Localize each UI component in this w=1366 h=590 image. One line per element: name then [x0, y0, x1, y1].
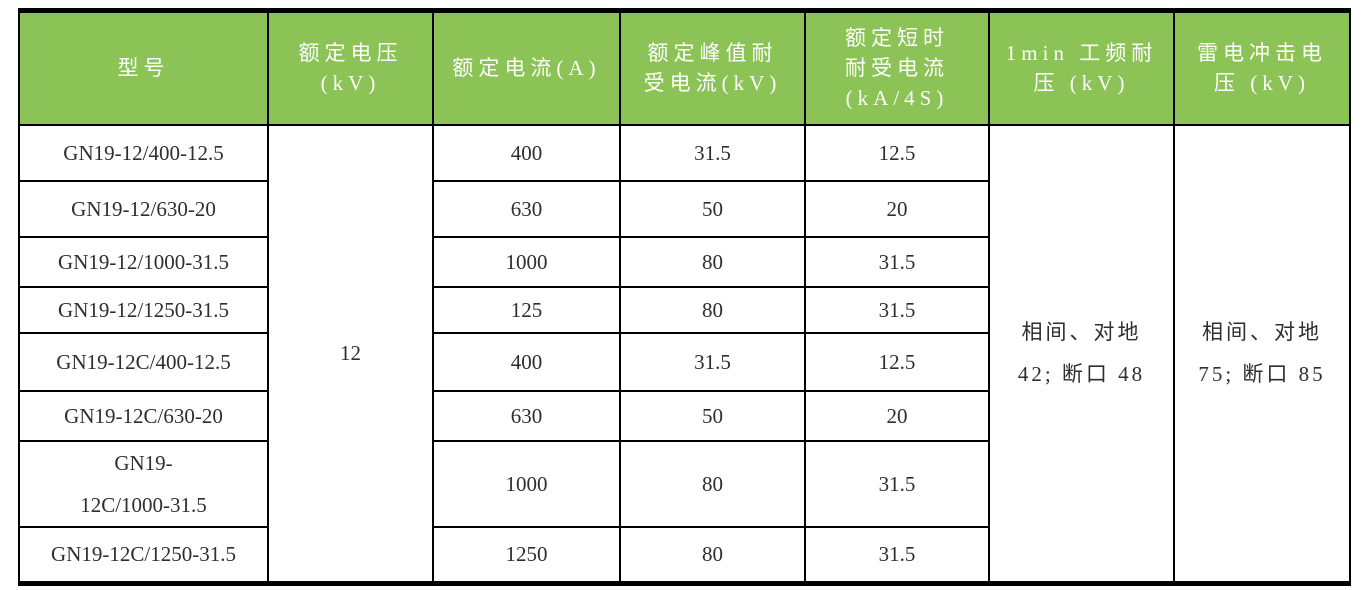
peak-cell: 80 — [619, 439, 806, 528]
current-cell: 1000 — [432, 235, 621, 288]
peak-cell: 80 — [619, 285, 806, 334]
short-time-cell: 31.5 — [804, 525, 990, 585]
current-cell: 1250 — [432, 525, 621, 585]
model-cell: GN19-12C/400-12.5 — [18, 331, 269, 392]
peak-cell: 80 — [619, 525, 806, 585]
model-cell: GN19-12/1000-31.5 — [18, 235, 269, 288]
current-cell: 630 — [432, 179, 621, 238]
table-row: GN19-12/400-12.5 12 400 31.5 12.5 相间、对地 … — [18, 123, 1351, 585]
power-frequency-cell: 相间、对地 42; 断口 48 — [988, 123, 1175, 585]
peak-cell: 31.5 — [619, 331, 806, 392]
table-row: GN19-12/1000-31.5 1000 80 31.5 — [18, 235, 1350, 288]
header-power-frequency: 1min 工频耐 压 (kV) — [988, 9, 1175, 126]
short-time-cell: 31.5 — [804, 439, 990, 528]
peak-cell: 31.5 — [619, 123, 806, 182]
model-cell: GN19-12C/1250-31.5 — [18, 525, 269, 585]
table-row: GN19-12/1250-31.5 125 80 31.5 — [18, 285, 1350, 334]
lightning-cell: 相间、对地 75; 断口 85 — [1173, 123, 1351, 585]
model-cell: GN19-12/1250-31.5 — [18, 285, 269, 334]
peak-cell: 50 — [619, 179, 806, 238]
current-cell: 125 — [432, 285, 621, 334]
table-row: GN19-12C/1250-31.5 1250 80 31.5 — [18, 525, 1350, 585]
short-time-cell: 12.5 — [804, 331, 990, 392]
header-rated-voltage: 额定电压 (kV) — [267, 9, 434, 126]
short-time-cell: 20 — [804, 389, 990, 442]
table-row: GN19-12C/400-12.5 400 31.5 12.5 — [18, 331, 1350, 392]
table-row: GN19-12/630-20 630 50 20 — [18, 179, 1350, 238]
short-time-cell: 12.5 — [804, 123, 990, 182]
short-time-cell: 20 — [804, 179, 990, 238]
current-cell: 630 — [432, 389, 621, 442]
spec-table: 型号 额定电压 (kV) 额定电流(A) 额定峰值耐 受电流(kV) 额定短时 … — [18, 8, 1351, 586]
header-short-time: 额定短时 耐受电流 (kA/4S) — [804, 9, 990, 126]
model-cell: GN19-12C/630-20 — [18, 389, 269, 442]
short-time-cell: 31.5 — [804, 285, 990, 334]
header-rated-current: 额定电流(A) — [432, 9, 621, 126]
short-time-cell: 31.5 — [804, 235, 990, 288]
model-cell: GN19-12/400-12.5 — [18, 123, 269, 182]
model-cell: GN19- 12C/1000-31.5 — [18, 439, 269, 528]
current-cell: 1000 — [432, 439, 621, 528]
peak-cell: 80 — [619, 235, 806, 288]
table-row: GN19- 12C/1000-31.5 1000 80 31.5 — [18, 439, 1350, 528]
table-row: GN19-12C/630-20 630 50 20 — [18, 389, 1350, 442]
peak-cell: 50 — [619, 389, 806, 442]
header-model: 型号 — [18, 9, 269, 126]
table-header-row: 型号 额定电压 (kV) 额定电流(A) 额定峰值耐 受电流(kV) 额定短时 … — [18, 9, 1351, 126]
current-cell: 400 — [432, 331, 621, 392]
rated-voltage-cell: 12 — [267, 123, 434, 585]
current-cell: 400 — [432, 123, 621, 182]
model-cell: GN19-12/630-20 — [18, 179, 269, 238]
header-peak-withstand: 额定峰值耐 受电流(kV) — [619, 9, 806, 126]
header-lightning: 雷电冲击电 压 (kV) — [1173, 9, 1351, 126]
